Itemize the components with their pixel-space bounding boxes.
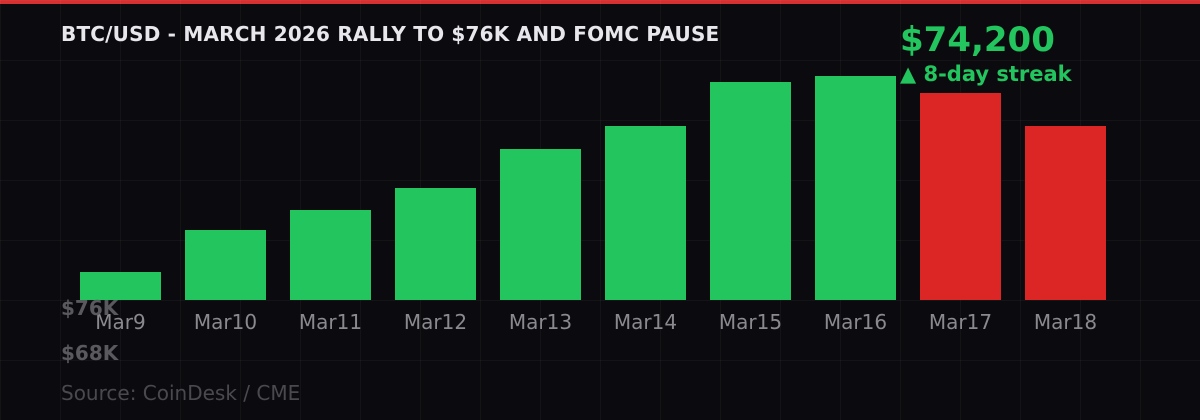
bar-mar11 [290, 210, 371, 300]
bar-mar15 [710, 82, 791, 300]
x-axis-label: Mar18 [1033, 310, 1098, 334]
bar-mar10 [185, 230, 266, 300]
top-accent-bar [0, 0, 1200, 4]
x-axis-label: Mar15 [718, 310, 783, 334]
y-axis-label-max: $76K [61, 296, 119, 320]
current-price: $74,200 [900, 20, 1055, 60]
bar-mar14 [605, 126, 686, 300]
x-axis-label: Mar14 [613, 310, 678, 334]
x-axis-label: Mar9 [95, 310, 146, 334]
streak-indicator: ▲ 8-day streak [900, 62, 1072, 86]
x-axis-label: Mar16 [823, 310, 888, 334]
x-axis-label: Mar10 [193, 310, 258, 334]
x-axis-label: Mar11 [298, 310, 363, 334]
y-axis-label-min: $68K [61, 341, 119, 365]
bar-mar17 [920, 93, 1001, 300]
bar-mar16 [815, 76, 896, 300]
chart-title: BTC/USD - MARCH 2026 RALLY TO $76K AND F… [61, 22, 720, 46]
x-axis-label: Mar12 [403, 310, 468, 334]
bar-mar13 [500, 149, 581, 300]
bar-mar18 [1025, 126, 1106, 300]
source-note: Source: CoinDesk / CME [61, 381, 301, 405]
x-axis-label: Mar17 [928, 310, 993, 334]
bar-mar12 [395, 188, 476, 300]
x-axis-label: Mar13 [508, 310, 573, 334]
bar-mar9 [80, 272, 161, 300]
